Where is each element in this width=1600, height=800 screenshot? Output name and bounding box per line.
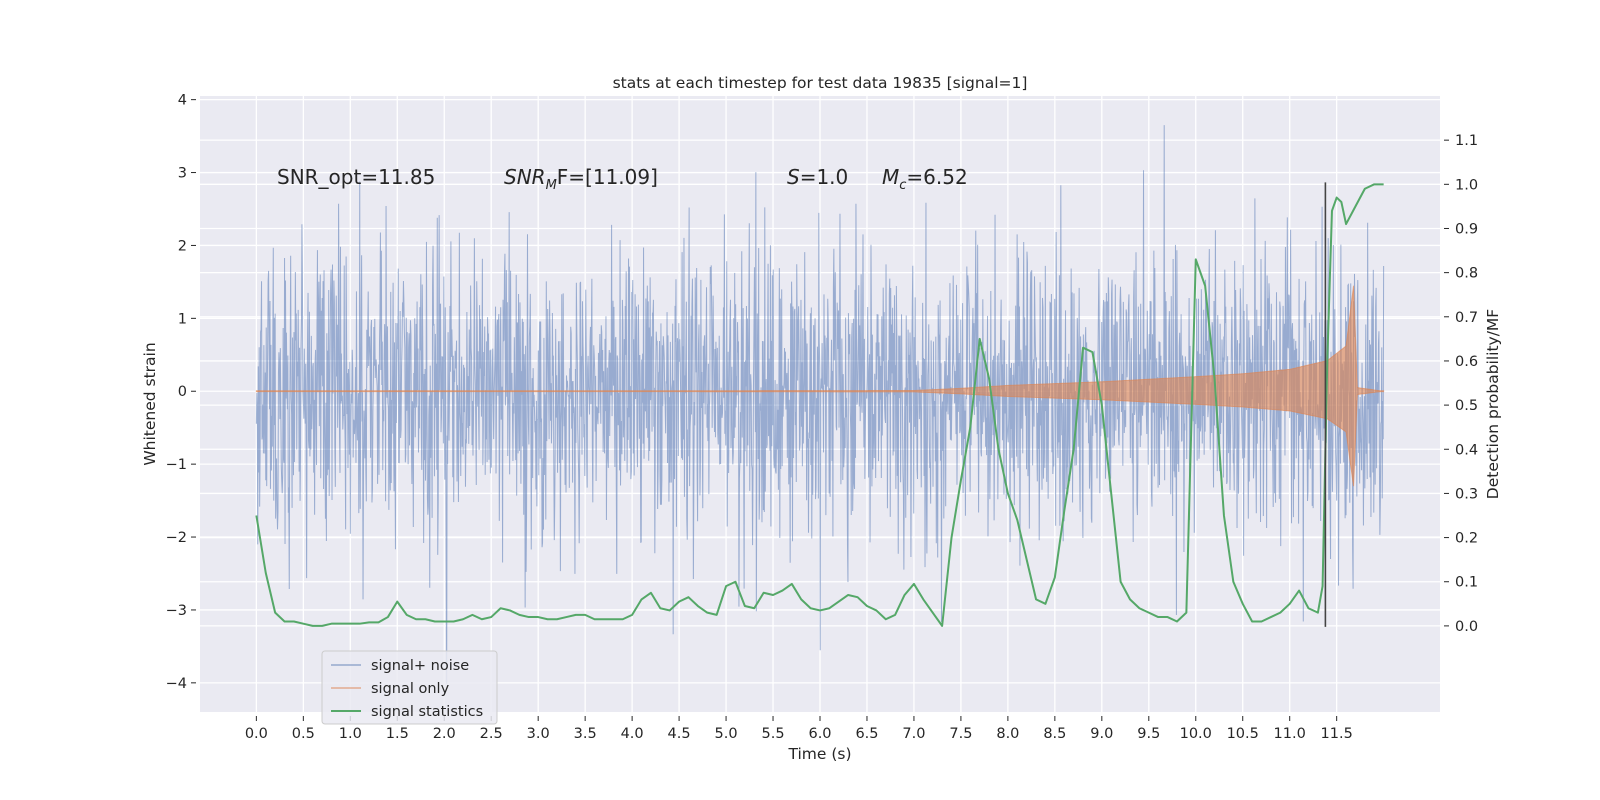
y-tick-label: −4 [166,676,187,692]
annotation-snr-mf: SNRMF=[11.09] [504,165,658,193]
x-tick-label: 10.0 [1180,726,1212,742]
y-tick-label: −1 [166,457,187,473]
legend: signal+ noise signal only signal statistic… [321,650,498,725]
signal-statistics-line [255,183,1384,627]
y2-tick-label: 0.9 [1455,221,1478,237]
legend-label: signal+ noise [371,658,469,674]
y2-tick-label: 0.7 [1455,310,1478,326]
axes: 0.0 0.5 1.0 1.5 2.0 2.5 3.0 3.5 4.0 4.5 5.0 5.5 6.0 6… [166,93,1478,742]
x-tick-label: 11.0 [1274,726,1306,742]
x-tick-label: 0.0 [245,726,268,742]
y2-tick-label: 1.0 [1455,177,1478,193]
y2-tick-label: 0.1 [1455,575,1478,591]
x-tick-label: 7.0 [902,726,925,742]
annotations: SNR_opt=11.85 SNRMF=[11.09] S=1.0 Mc=6.5… [277,165,968,193]
x-tick-label: 5.0 [715,726,738,742]
y2-axis-label: Detection probability/MF [1484,309,1502,500]
x-tick-label: 2.5 [480,726,503,742]
x-tick-label: 9.0 [1090,726,1113,742]
y-tick-label: 0 [178,384,187,400]
y2-tick-label: 1.1 [1455,133,1478,149]
y-tick-label: 1 [178,311,187,327]
annotation-snr-opt: SNR_opt=11.85 [277,165,435,189]
legend-label: signal only [371,681,450,697]
x-tick-label: 5.5 [761,726,784,742]
legend-label: signal statistics [371,704,483,720]
x-tick-label: 2.0 [433,726,456,742]
x-tick-label: 0.5 [292,726,315,742]
y-tick-label: 2 [178,238,187,254]
x-tick-label: 4.0 [621,726,644,742]
x-tick-label: 9.5 [1137,726,1160,742]
x-tick-label: 3.5 [574,726,597,742]
y2-tick-label: 0.8 [1455,266,1478,282]
x-tick-label: 10.5 [1227,726,1259,742]
series-signal-statistics [255,183,1384,627]
x-tick-label: 6.5 [855,726,878,742]
x-tick-label: 1.0 [339,726,362,742]
legend-box [321,650,498,725]
series-signal-plus-noise [255,125,1385,685]
x-tick-label: 1.5 [386,726,409,742]
y2-tick-label: 0.2 [1455,531,1478,547]
x-axis-label: Time (s) [787,745,851,763]
annotation-s: S=1.0 [787,165,848,189]
x-tick-label: 6.0 [808,726,831,742]
y-tick-label: −3 [166,603,187,619]
y-tick-label: 4 [178,93,187,109]
y2-tick-label: 0.3 [1455,486,1478,502]
series-signal-only [255,285,1385,487]
chart-title: stats at each timestep for test data 198… [613,74,1028,92]
y-tick-label: 3 [178,166,187,182]
x-tick-label: 3.0 [527,726,550,742]
annotation-mc: Mc=6.52 [882,165,968,193]
y-tick-label: −2 [166,530,187,546]
x-tick-label: 7.5 [949,726,972,742]
signal-only-chirp [255,285,1385,487]
y2-tick-label: 0.6 [1455,354,1478,370]
y2-tick-label: 0.5 [1455,398,1478,414]
x-tick-label: 8.5 [1043,726,1066,742]
y2-tick-label: 0.0 [1455,619,1478,635]
signal-plus-noise-line [255,125,1385,685]
y-axis-label: Whitened strain [141,342,159,465]
x-tick-label: 11.5 [1321,726,1353,742]
y2-tick-label: 0.4 [1455,442,1478,458]
x-tick-label: 8.0 [996,726,1019,742]
x-tick-label: 4.5 [668,726,691,742]
